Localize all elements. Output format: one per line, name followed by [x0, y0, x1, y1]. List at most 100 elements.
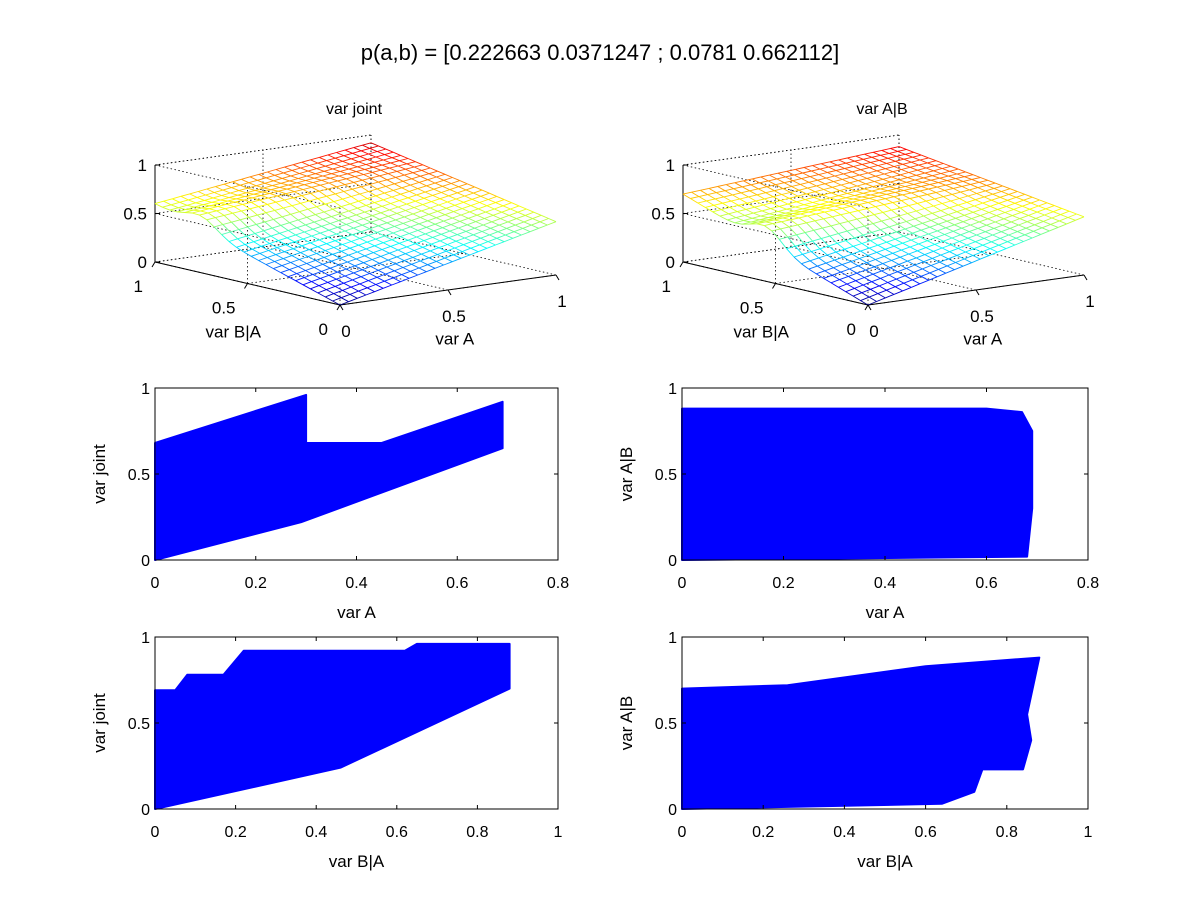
- mesh-line: [824, 209, 834, 213]
- mesh-line: [924, 205, 934, 209]
- mesh-line: [966, 201, 975, 207]
- mesh-line: [238, 229, 247, 237]
- mesh-line: [368, 234, 377, 240]
- mesh-line: [1020, 211, 1029, 216]
- mesh-line: [744, 212, 754, 216]
- mesh-line: [853, 166, 861, 171]
- mesh-line: [1036, 211, 1045, 216]
- mesh-line: [771, 202, 780, 207]
- mesh-line: [872, 186, 881, 190]
- mesh-line: [891, 174, 901, 178]
- mesh-line: [824, 270, 833, 276]
- mesh-line: [455, 198, 464, 203]
- mesh-line: [912, 156, 921, 161]
- mesh-line: [956, 251, 966, 256]
- mesh-line: [352, 276, 362, 281]
- mesh-line: [240, 184, 248, 189]
- mesh-line: [301, 192, 311, 197]
- mesh-line: [339, 301, 349, 306]
- mesh-line: [918, 164, 927, 169]
- mesh-line: [458, 224, 468, 229]
- mesh-line: [916, 254, 925, 259]
- mesh-line: [900, 172, 909, 176]
- mesh-line: [919, 188, 929, 192]
- mesh-line: [476, 214, 485, 219]
- mesh-line: [447, 201, 455, 206]
- mesh-line: [299, 211, 308, 218]
- mesh-line: [323, 170, 332, 175]
- mesh-line: [923, 215, 932, 221]
- mesh-line: [280, 182, 289, 186]
- mesh-line: [866, 175, 876, 179]
- mesh-line: [386, 219, 396, 224]
- mesh-line: [829, 161, 838, 166]
- mesh-line: [335, 191, 344, 195]
- mesh-line: [247, 185, 257, 189]
- mesh-line: [929, 223, 939, 228]
- mesh-line: [320, 182, 330, 186]
- mesh-line: [163, 198, 173, 202]
- mesh-line: [381, 162, 391, 166]
- mesh-line: [332, 208, 341, 215]
- mesh-line: [826, 177, 834, 183]
- mesh-line: [368, 280, 377, 285]
- mesh-line: [838, 283, 848, 288]
- mesh-line: [902, 192, 912, 196]
- mesh-line: [239, 216, 249, 221]
- mesh-line: [796, 234, 805, 244]
- a-tick: [447, 289, 452, 296]
- mesh-line: [748, 196, 757, 202]
- mesh-line: [999, 237, 1008, 243]
- mesh-line: [870, 285, 880, 290]
- mesh-line: [861, 240, 871, 244]
- mesh-line: [923, 212, 933, 217]
- mesh-line: [302, 284, 311, 290]
- mesh-line: [774, 190, 782, 195]
- mesh-line: [309, 162, 319, 166]
- mesh-line: [349, 290, 359, 295]
- mesh-line: [315, 173, 323, 177]
- mesh-line: [893, 163, 903, 167]
- mesh-line: [837, 162, 847, 166]
- mesh-line: [392, 189, 401, 195]
- mesh-line: [730, 198, 740, 202]
- mesh-line: [525, 214, 533, 220]
- mesh-line: [835, 170, 844, 175]
- mesh-line: [816, 185, 824, 190]
- mesh-line: [785, 176, 794, 182]
- mesh-line: [1022, 202, 1032, 207]
- mesh-line: [741, 186, 750, 192]
- mesh-line: [760, 174, 770, 178]
- mesh-line: [349, 244, 359, 249]
- mesh-line: [743, 220, 751, 223]
- mesh-line: [1069, 210, 1077, 215]
- mesh-line: [943, 240, 951, 246]
- mesh-line: [352, 188, 361, 195]
- mesh-line: [1045, 208, 1054, 213]
- mesh-line: [393, 187, 402, 191]
- mesh-line: [496, 234, 506, 239]
- mesh-line: [465, 189, 474, 194]
- mesh-line: [722, 202, 731, 208]
- mesh-line: [420, 175, 428, 181]
- mesh-line: [281, 213, 291, 218]
- mesh-line: [351, 237, 360, 242]
- a-tick-label: 1: [557, 292, 566, 311]
- mesh-line: [1014, 202, 1023, 207]
- mesh-line: [232, 178, 242, 183]
- mesh-line: [465, 186, 475, 191]
- mesh-line: [397, 206, 406, 211]
- mesh-line: [418, 220, 428, 225]
- mesh-line: [425, 188, 435, 193]
- mesh-line: [797, 193, 807, 197]
- mesh-line: [231, 187, 240, 192]
- mesh-line: [209, 206, 219, 210]
- mesh-line: [911, 192, 919, 197]
- mesh-line: [322, 260, 332, 265]
- mesh-line: [860, 197, 870, 201]
- mesh-line: [872, 273, 881, 279]
- mesh-line: [873, 149, 882, 153]
- mesh-line: [941, 203, 950, 209]
- mesh-line: [395, 219, 404, 224]
- mesh-line: [317, 198, 326, 205]
